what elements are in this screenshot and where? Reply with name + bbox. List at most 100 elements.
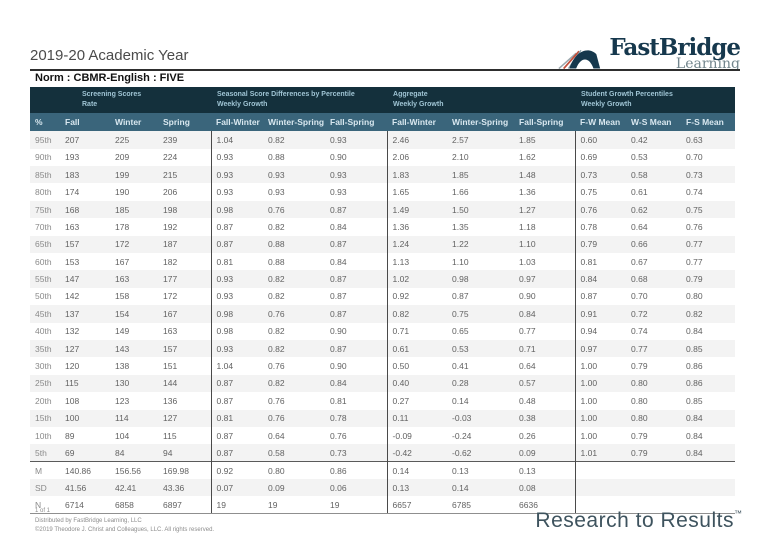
column-header: Fall bbox=[60, 113, 110, 132]
table-cell: 157 bbox=[65, 239, 80, 250]
copyright: ©2019 Theodore J. Christ and Colleagues,… bbox=[35, 527, 215, 534]
table-cell: 0.84 bbox=[330, 221, 347, 232]
table-cell: 0.71 bbox=[519, 343, 536, 354]
table-cell: 89 bbox=[65, 430, 75, 441]
table-cell: 0.82 bbox=[268, 291, 285, 302]
table-cell: 137 bbox=[65, 308, 80, 319]
table-cell: 190 bbox=[115, 187, 130, 198]
table-cell: 0.53 bbox=[631, 152, 648, 163]
table-cell: 0.97 bbox=[519, 274, 536, 285]
table-cell bbox=[626, 461, 682, 480]
table-cell: 0.64 bbox=[268, 430, 285, 441]
row-label: SD bbox=[35, 482, 47, 493]
table-cell: 0.93 bbox=[210, 270, 264, 288]
table-cell: 0.42 bbox=[631, 134, 648, 145]
table-cell: 154 bbox=[115, 308, 130, 319]
table-cell: 0.70 bbox=[631, 291, 648, 302]
group-header-row: Screening Scores Rate Seasonal Score Dif… bbox=[30, 87, 736, 114]
table-cell bbox=[626, 479, 681, 496]
column-header: Fall-Winter bbox=[387, 113, 448, 132]
table-cell: 0.41 bbox=[452, 361, 469, 372]
table-cell: 157 bbox=[163, 343, 178, 354]
header-divider bbox=[30, 69, 740, 71]
table-cell: 138 bbox=[115, 361, 130, 372]
table-cell: 1.13 bbox=[386, 253, 448, 271]
table-cell: 0.13 bbox=[386, 479, 448, 497]
table-cell: 0.73 bbox=[330, 447, 347, 458]
table-cell: 1.65 bbox=[386, 183, 448, 201]
table-cell: 6657 bbox=[386, 496, 448, 515]
table-cell bbox=[574, 479, 627, 497]
table-cell: 1.04 bbox=[210, 357, 264, 375]
table-cell: 19 bbox=[210, 496, 264, 515]
group-sublabel: Weekly Growth bbox=[393, 101, 444, 109]
table-cell: 0.80 bbox=[631, 413, 648, 424]
table-cell: 115 bbox=[65, 378, 79, 389]
table-cell: 209 bbox=[115, 152, 130, 163]
column-header: % bbox=[30, 113, 60, 132]
table-cell: 172 bbox=[115, 239, 130, 250]
table-row: 90th 193 209 224 0.93 0.88 0.90 2.06 2.10 1.62 0.6… bbox=[30, 148, 735, 167]
table-cell: 0.81 bbox=[574, 253, 627, 271]
table-cell: 0.57 bbox=[519, 378, 536, 389]
table-cell: 0.50 bbox=[386, 357, 448, 375]
table-cell: 0.75 bbox=[574, 183, 627, 201]
table-cell: 0.74 bbox=[686, 187, 703, 198]
row-label: 60th bbox=[35, 256, 52, 267]
table-cell: 41.56 bbox=[65, 482, 87, 493]
row-label: 45th bbox=[35, 308, 52, 319]
footer-tagline: Research to Results™ bbox=[535, 509, 742, 533]
table-cell: 0.79 bbox=[686, 274, 703, 285]
table-cell: 6714 bbox=[60, 496, 110, 515]
row-label: 25th bbox=[35, 378, 52, 389]
table-row: 35th 127 143 157 0.93 0.82 0.87 0.61 0.53 0.71 0.9… bbox=[30, 339, 736, 358]
table-cell: 2.46 bbox=[386, 131, 448, 149]
footer-meta: 1 of 1 Distributed by FastBridge Learnin… bbox=[35, 507, 214, 536]
table-cell: 0.53 bbox=[452, 343, 469, 354]
table-cell bbox=[681, 479, 735, 496]
table-cell: 207 bbox=[65, 134, 80, 145]
table-cell: 143 bbox=[115, 343, 130, 354]
row-label: M bbox=[30, 461, 60, 480]
table-cell: 0.76 bbox=[268, 308, 285, 319]
table-cell: 144 bbox=[163, 378, 178, 389]
table-cell: -0.24 bbox=[452, 430, 472, 441]
table-cell: 140.86 bbox=[60, 461, 110, 480]
column-header-row: % Fall Winter Spring Fall-Winter Winter-… bbox=[30, 113, 736, 132]
table-cell: 0.82 bbox=[268, 343, 285, 354]
column-header: F-S Mean bbox=[681, 113, 736, 132]
table-cell: 0.13 bbox=[447, 461, 515, 480]
table-cell: 0.77 bbox=[519, 326, 536, 337]
table-cell: 0.64 bbox=[631, 221, 648, 232]
table-cell: 0.80 bbox=[686, 291, 703, 302]
table-cell bbox=[574, 461, 627, 480]
table-cell: 0.65 bbox=[452, 326, 469, 337]
table-cell: 0.91 bbox=[574, 305, 627, 323]
table-cell: 0.82 bbox=[268, 378, 285, 389]
table-cell: 0.87 bbox=[330, 343, 347, 354]
table-cell: 0.81 bbox=[210, 409, 264, 427]
table-cell: 0.93 bbox=[210, 148, 264, 167]
table-cell: 183 bbox=[65, 169, 80, 180]
table-cell: 1.00 bbox=[574, 374, 627, 393]
table-cell: 1.10 bbox=[519, 239, 536, 250]
table-cell: 0.84 bbox=[519, 308, 536, 319]
table-cell: 0.93 bbox=[268, 187, 285, 198]
table-cell: 1.22 bbox=[452, 239, 469, 250]
table-cell: 2.10 bbox=[452, 152, 469, 163]
table-cell: 0.14 bbox=[386, 461, 448, 480]
table-cell: 1.03 bbox=[519, 256, 536, 267]
table-cell: 0.93 bbox=[268, 169, 285, 180]
table-cell: 6785 bbox=[447, 496, 515, 515]
table-cell: 120 bbox=[65, 361, 80, 372]
table-cell: 0.84 bbox=[330, 256, 347, 267]
table-cell: 0.77 bbox=[686, 256, 703, 267]
table-cell: 0.93 bbox=[210, 339, 264, 358]
table-cell: 115 bbox=[163, 430, 177, 441]
column-header: Fall-Spring bbox=[325, 113, 388, 132]
table-cell: 0.79 bbox=[631, 361, 648, 372]
table-cell: 0.88 bbox=[268, 152, 285, 163]
table-cell: 123 bbox=[115, 395, 130, 406]
table-cell: 0.28 bbox=[452, 378, 469, 389]
